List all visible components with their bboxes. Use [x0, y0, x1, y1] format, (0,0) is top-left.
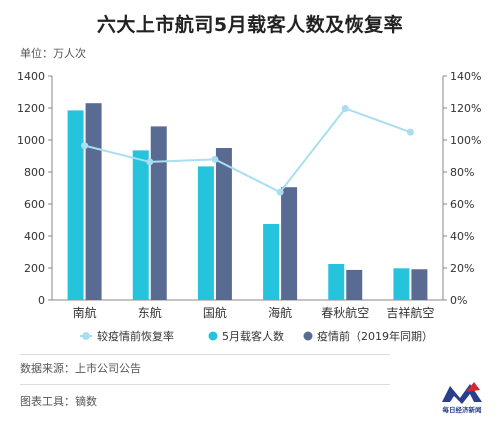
- divider-top: [20, 354, 390, 355]
- y-tick-label-left: 1200: [17, 102, 45, 115]
- rate-line: [84, 107, 411, 194]
- unit-label: 单位：万人次: [20, 47, 86, 60]
- rate-point: [341, 104, 349, 112]
- y-tick-label-right: 0%: [450, 294, 467, 307]
- divider-bottom: [20, 384, 390, 385]
- y-tick-label-right: 140%: [450, 70, 481, 83]
- y-tick-label-left: 1400: [17, 70, 45, 83]
- bar-may: [393, 268, 410, 300]
- y-tick-label-left: 800: [24, 166, 45, 179]
- y-tick-label-right: 80%: [450, 166, 474, 179]
- x-tick-label: 南航: [73, 305, 97, 320]
- rate-point: [406, 128, 414, 136]
- logo-text: 每日经济新闻: [442, 406, 482, 414]
- bar-pre2019: [150, 126, 167, 301]
- x-tick-label: 吉祥航空: [386, 305, 434, 320]
- x-tick-label: 东航: [138, 305, 162, 320]
- legend-label-pre: 疫情前（2019年同期）: [317, 329, 433, 343]
- bar-may: [197, 166, 214, 300]
- bar-may: [132, 150, 149, 300]
- legend-pre-marker-icon: [303, 331, 313, 341]
- y-tick-label-right: 20%: [450, 262, 474, 275]
- x-tick-label: 春秋航空: [321, 305, 369, 320]
- chart-area: 0 200 400 600 800 1000 1200 1400 0% 20% 40% 60% 80% 1…: [17, 70, 481, 343]
- bar-may: [328, 264, 345, 300]
- x-tick-label: 海航: [268, 305, 292, 320]
- bar-may: [263, 224, 280, 300]
- bar-may: [67, 110, 84, 301]
- y-tick-label-right: 60%: [450, 198, 474, 211]
- rate-point: [81, 142, 89, 150]
- rate-point: [276, 188, 284, 196]
- y-tick-label-left: 600: [24, 198, 45, 211]
- chart-tool: 图表工具：镝数: [20, 395, 97, 408]
- legend-label-rate: 较疫情前恢复率: [97, 329, 174, 343]
- legend-may-marker-icon: [208, 331, 218, 341]
- legend-label-may: 5月载客人数: [222, 329, 284, 343]
- y-tick-label-right: 120%: [450, 102, 481, 115]
- x-tick-label: 国航: [203, 305, 227, 320]
- nbd-logo-icon: [442, 382, 482, 404]
- bar-pre2019: [215, 148, 232, 300]
- y-tick-label-left: 200: [24, 262, 45, 275]
- bar-pre2019: [85, 103, 102, 300]
- y-tick-label-left: 1000: [17, 134, 45, 147]
- bar-pre2019: [411, 269, 428, 300]
- y-tick-label-right: 100%: [450, 134, 481, 147]
- legend-rate-marker-icon: [82, 332, 90, 340]
- chart-title: 六大上市航司5月载客人数及恢复率: [96, 14, 404, 36]
- y-tick-label-left: 400: [24, 230, 45, 243]
- y-tick-label-right: 40%: [450, 230, 474, 243]
- bar-pre2019: [281, 187, 298, 300]
- data-source: 数据来源：上市公司公告: [20, 362, 141, 375]
- rate-point: [211, 155, 219, 163]
- y-tick-label-left: 0: [38, 294, 45, 307]
- bar-pre2019: [346, 269, 363, 300]
- rate-point: [146, 158, 154, 166]
